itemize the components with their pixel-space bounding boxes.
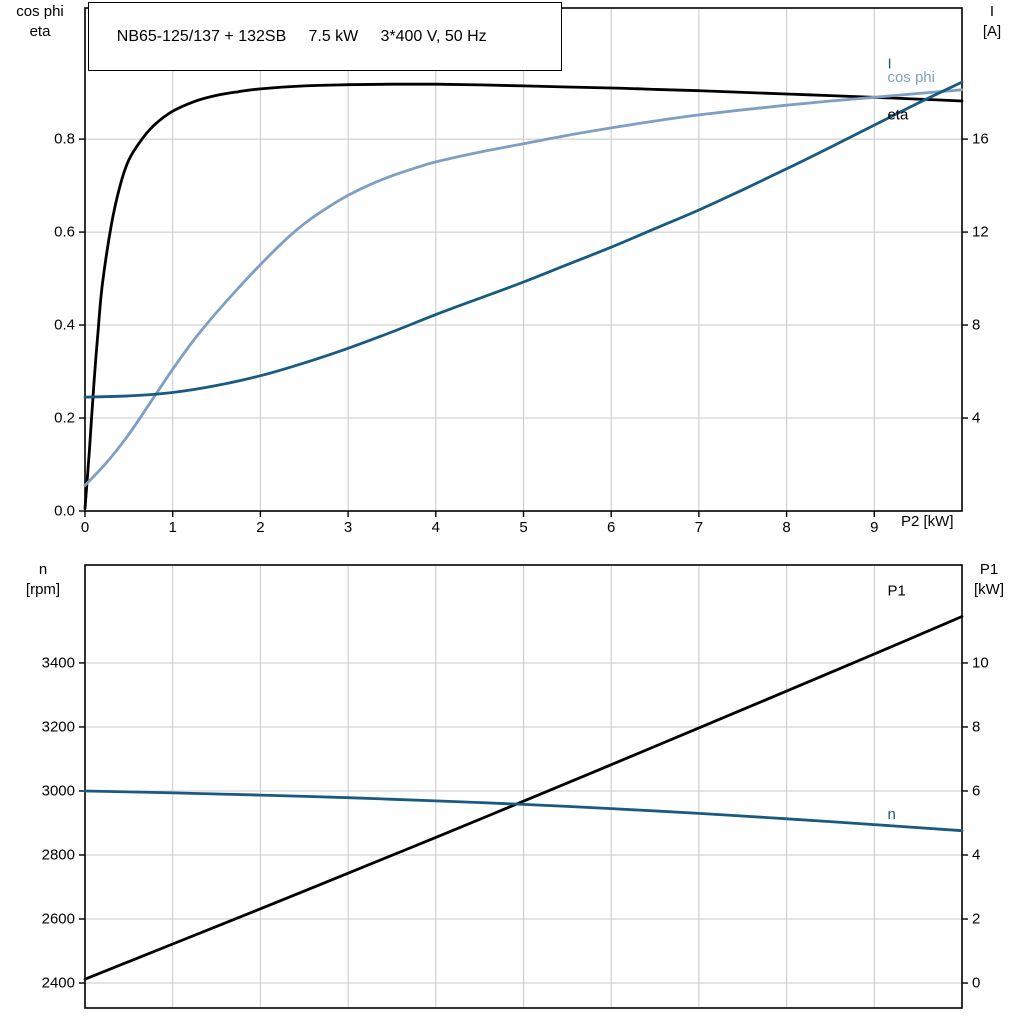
right-axis-tick-label: 6: [972, 782, 980, 799]
left-axis-tick-label: 0.2: [54, 410, 75, 427]
left-axis-tick-label: 0.8: [54, 131, 75, 148]
bottom-right-axis-title: P1 [kW]: [958, 560, 1020, 600]
curve-label-eta: eta: [887, 106, 909, 123]
left-axis-tick-label: 0.6: [54, 224, 75, 241]
x-axis-title-text: P2 [kW]: [901, 513, 954, 530]
right-axis-tick-label: 4: [972, 410, 980, 427]
x-axis-tick-label: 1: [169, 519, 177, 536]
x-axis-tick-label: 6: [607, 519, 615, 536]
axis-title-speed: n: [38, 561, 48, 578]
left-axis-tick-label: 2600: [42, 911, 75, 928]
x-axis-tick-label: 2: [256, 519, 264, 536]
right-axis-tick-label: 16: [972, 131, 989, 148]
series-cos-phi: [83, 88, 964, 487]
plot-border: [84, 564, 963, 1009]
axis-title-cos-phi: cos phi: [16, 3, 64, 20]
speed-power-chart: 2400 2600 2800 3000 3200 3400 0 2 4 6 8 10 P1 n: [42, 564, 989, 1009]
right-axis-tick-label: 4: [972, 846, 980, 863]
left-axis-tick-label: 3200: [42, 718, 75, 735]
x-axis-tick-label: 0: [81, 519, 89, 536]
top-right-axis-title: I [A]: [962, 2, 1022, 42]
chart-title: NB65-125/137 + 132SB 7.5 kW 3*400 V, 50 …: [116, 28, 487, 45]
x-axis-tick-label: 8: [782, 519, 790, 536]
top-left-axis-title: cos phi eta: [2, 2, 78, 42]
axis-title-speed-unit: [rpm]: [25, 581, 61, 598]
curve-label-cos-phi: cos phi: [887, 69, 935, 86]
right-axis-tick-label: 8: [972, 317, 980, 334]
axis-title-p1-unit: [kW]: [974, 581, 1004, 598]
x-axis-tick-label: 3: [344, 519, 352, 536]
axis-title-current-unit: [A]: [982, 23, 1002, 40]
series-eta: [83, 82, 964, 511]
right-axis-tick-label: 0: [972, 975, 980, 992]
chart-title-box: NB65-125/137 + 132SB 7.5 kW 3*400 V, 50 …: [88, 2, 562, 71]
bottom-left-axis-title: n [rpm]: [4, 560, 82, 600]
curve-label-P1: P1: [887, 582, 905, 599]
x-axis-tick-label: 9: [870, 519, 878, 536]
axis-title-p1: P1: [979, 561, 999, 578]
series-P1: [83, 615, 964, 981]
series-I: [83, 80, 964, 399]
x-axis-tick-label: 7: [695, 519, 703, 536]
left-axis-tick-label: 3000: [42, 782, 75, 799]
right-axis-tick-label: 12: [972, 224, 989, 241]
axis-title-current: I: [989, 3, 995, 20]
left-axis-tick-label: 2800: [42, 846, 75, 863]
x-axis-title: P2 [kW]: [901, 512, 954, 532]
curve-label-I: I: [887, 55, 891, 72]
series-n: [83, 789, 964, 833]
right-axis-tick-label: 10: [972, 654, 989, 671]
left-axis-tick-label: 0.4: [54, 317, 75, 334]
right-axis-tick-label: 8: [972, 718, 980, 735]
right-axis-tick-label: 2: [972, 911, 980, 928]
left-axis-tick-label: 0.0: [54, 503, 75, 520]
x-axis-tick-label: 4: [432, 519, 440, 536]
curve-label-n: n: [887, 806, 895, 823]
left-axis-tick-label: 2400: [42, 975, 75, 992]
x-axis-tick-label: 5: [519, 519, 527, 536]
axis-title-eta: eta: [29, 23, 51, 40]
left-axis-tick-label: 3400: [42, 654, 75, 671]
